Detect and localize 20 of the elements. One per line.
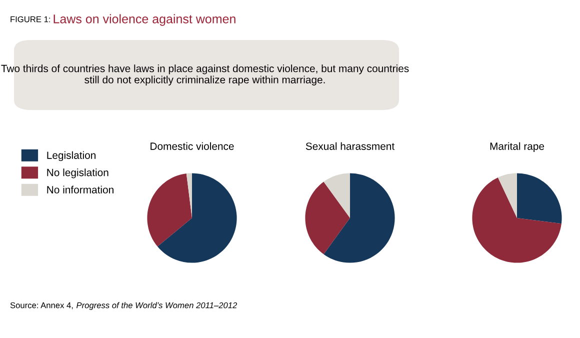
text: Laws on violence against women xyxy=(54,14,236,26)
pie-slice xyxy=(324,173,395,263)
pie-slice xyxy=(186,173,192,218)
pie-slice xyxy=(517,173,562,224)
caption: FIGURE 1: xyxy=(10,16,50,22)
pie-slice xyxy=(324,173,350,218)
chart-title: Marital rape xyxy=(490,142,544,152)
legend-label: No legislation xyxy=(47,168,108,178)
pie-slice xyxy=(472,177,562,263)
chart-title: Sexual harassment xyxy=(306,142,395,150)
pie-slice xyxy=(305,182,350,254)
legend-label: Legislation xyxy=(47,151,96,162)
pie-slice xyxy=(157,173,237,263)
chart-title: Domestic violence xyxy=(150,142,234,150)
pie-slice xyxy=(147,174,192,247)
legend-label: No information xyxy=(47,186,114,194)
source-note: Source: Annex 4, xyxy=(10,302,73,310)
text: Progress of the World’s Women 2011–2012 xyxy=(76,302,238,310)
text: Two thirds of countries have laws in place against domestic violence, but many countries still do not explicitly criminalize rape within marriage. xyxy=(1,64,409,86)
pie-slice xyxy=(498,173,517,218)
